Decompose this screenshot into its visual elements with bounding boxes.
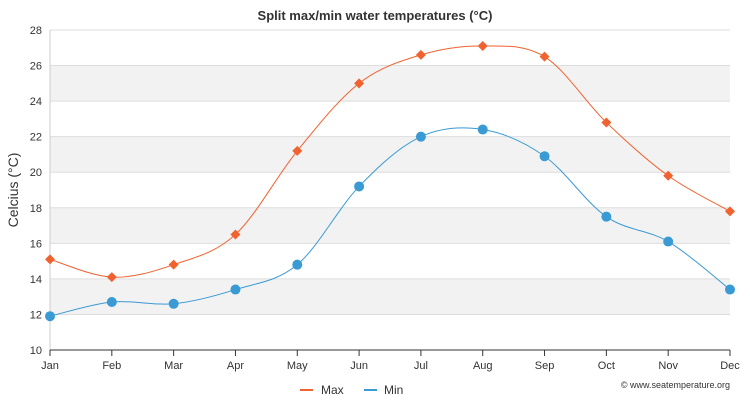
x-tick-label: Dec bbox=[720, 360, 740, 372]
x-tick-label: Mar bbox=[164, 360, 183, 372]
grid-band bbox=[50, 314, 730, 350]
legend-item-max[interactable]: Max bbox=[300, 383, 344, 397]
x-tick-label: May bbox=[287, 360, 308, 372]
chart-gridlines bbox=[50, 29, 730, 315]
data-point-min[interactable] bbox=[477, 124, 488, 135]
x-tick-label: Feb bbox=[102, 360, 121, 372]
y-tick-label: 14 bbox=[30, 274, 42, 286]
y-tick-label: 16 bbox=[30, 238, 42, 250]
data-point-min[interactable] bbox=[168, 298, 179, 309]
grid-band bbox=[50, 101, 730, 137]
data-point-max[interactable] bbox=[106, 272, 117, 283]
y-tick-label: 26 bbox=[30, 61, 42, 73]
grid-band bbox=[50, 243, 730, 279]
x-tick-label: Apr bbox=[227, 360, 244, 372]
data-point-min[interactable] bbox=[354, 181, 365, 192]
data-point-max[interactable] bbox=[601, 117, 612, 128]
legend-max-label: Max bbox=[321, 383, 344, 397]
data-point-min[interactable] bbox=[45, 311, 55, 322]
credit-text[interactable]: © www.seatemperature.org bbox=[621, 380, 730, 390]
x-tick-label: Jun bbox=[350, 360, 368, 372]
data-point-max[interactable] bbox=[477, 41, 488, 51]
data-point-min[interactable] bbox=[725, 284, 735, 295]
data-point-min[interactable] bbox=[292, 259, 303, 270]
y-tick-label: 20 bbox=[30, 167, 42, 179]
legend-min-label: Min bbox=[384, 383, 403, 397]
data-point-max[interactable] bbox=[230, 229, 241, 240]
data-point-min[interactable] bbox=[601, 211, 612, 222]
chart-title: Split max/min water temperatures (°C) bbox=[258, 8, 493, 23]
x-tick-label: Aug bbox=[473, 360, 493, 372]
data-point-min[interactable] bbox=[415, 131, 426, 142]
grid-band bbox=[50, 30, 730, 66]
y-tick-label: 10 bbox=[30, 345, 42, 357]
grid-band bbox=[50, 136, 730, 173]
data-point-min[interactable] bbox=[230, 284, 241, 295]
y-tick-label: 12 bbox=[30, 309, 42, 321]
data-point-max[interactable] bbox=[45, 254, 55, 265]
x-axis-ticks: Jan Feb Mar Apr May Jun Jul Aug Sep Oct Nov Dec bbox=[41, 350, 740, 372]
grid-band bbox=[50, 172, 730, 208]
data-point-max[interactable] bbox=[415, 49, 426, 60]
y-tick-label: 18 bbox=[30, 203, 42, 215]
x-tick-label: Nov bbox=[658, 360, 678, 372]
x-tick-label: Jan bbox=[41, 360, 59, 372]
legend-item-min[interactable]: Min bbox=[364, 383, 403, 397]
data-point-max[interactable] bbox=[539, 51, 550, 62]
chart-bands bbox=[50, 30, 730, 350]
data-point-min[interactable] bbox=[663, 236, 674, 247]
grid-band bbox=[50, 207, 730, 244]
data-point-max[interactable] bbox=[354, 78, 365, 89]
data-point-min[interactable] bbox=[539, 151, 550, 162]
grid-band bbox=[50, 278, 730, 315]
y-axis-label: Celcius (°C) bbox=[5, 153, 21, 228]
data-point-min[interactable] bbox=[106, 297, 117, 307]
x-tick-label: Sep bbox=[535, 360, 555, 372]
data-point-max[interactable] bbox=[168, 259, 179, 270]
y-tick-label: 24 bbox=[30, 96, 42, 108]
y-tick-label: 22 bbox=[30, 132, 42, 144]
y-axis-ticks: 10 12 14 16 18 20 22 24 26 28 bbox=[30, 25, 42, 357]
x-tick-label: Oct bbox=[598, 360, 615, 372]
series-markers bbox=[45, 41, 735, 322]
data-point-max[interactable] bbox=[663, 170, 674, 181]
y-tick-label: 28 bbox=[30, 25, 42, 37]
grid-band bbox=[50, 65, 730, 102]
data-point-max[interactable] bbox=[292, 145, 303, 156]
data-point-max[interactable] bbox=[725, 206, 735, 217]
x-tick-label: Jul bbox=[414, 360, 428, 372]
